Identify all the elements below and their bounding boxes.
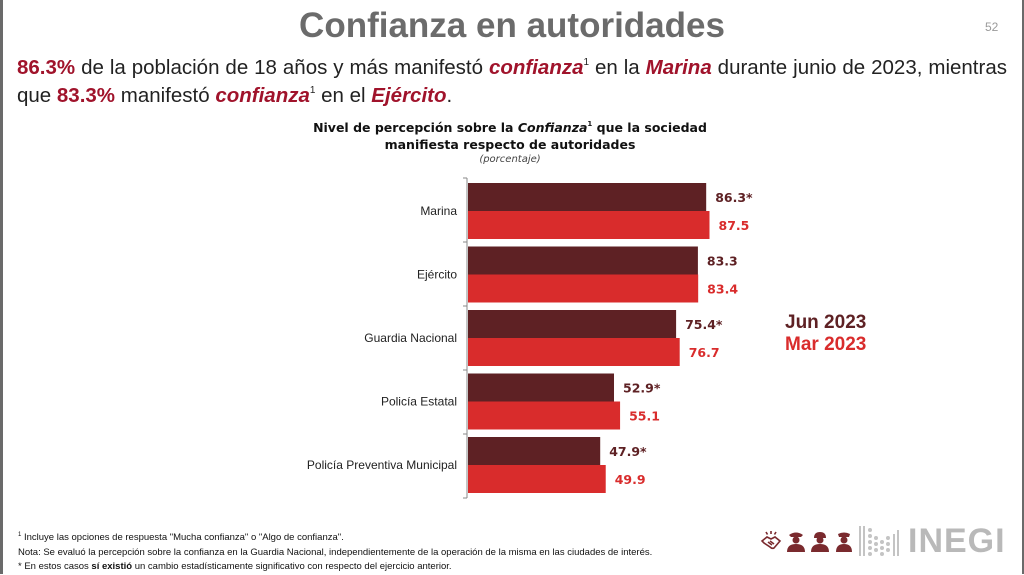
footnote-text: En estos casos bbox=[21, 561, 92, 572]
data-label: 49.9 bbox=[615, 472, 646, 487]
bar-mar-2023 bbox=[468, 401, 621, 430]
category-label: Guardia Nacional bbox=[364, 331, 457, 345]
footnote-bold: sí existió bbox=[91, 561, 133, 572]
entity-ejercito: Ejército bbox=[371, 84, 447, 107]
legend-item-jun-2023: Jun 2023 bbox=[785, 312, 867, 333]
category-label: Policía Estatal bbox=[381, 395, 457, 409]
frame-right-border bbox=[1022, 0, 1024, 574]
footnote-text: Incluye las opciones de respuesta "Mucha… bbox=[21, 532, 344, 543]
chart-subtitle: (porcentaje) bbox=[479, 154, 541, 165]
data-label: 83.4 bbox=[707, 282, 738, 297]
footnote-note: Nota: Se evaluó la percepción sobre la c… bbox=[18, 546, 653, 558]
footnote-mark: 1 bbox=[18, 532, 22, 538]
bar-mar-2023 bbox=[468, 274, 699, 303]
lead-text: manifestó bbox=[115, 84, 216, 107]
chart-title-keyword: Confianza bbox=[517, 120, 588, 135]
legend-item-mar-2023: Mar 2023 bbox=[785, 334, 867, 355]
footnote-ref: 1 bbox=[583, 57, 590, 68]
bar-jun-2023 bbox=[468, 246, 698, 275]
footnote-ref: 1 bbox=[309, 85, 316, 96]
bar-jun-2023 bbox=[468, 310, 677, 338]
bar-mar-2023 bbox=[468, 465, 606, 493]
page-number: 52 bbox=[985, 20, 999, 34]
inegi-logo-text: INEGI bbox=[908, 522, 1006, 560]
police-officer-icon bbox=[787, 532, 805, 552]
marina-percent: 86.3% bbox=[17, 56, 76, 79]
handshake-icon bbox=[760, 531, 782, 550]
footnote-mark: * bbox=[18, 561, 22, 572]
lead-paragraph: 86.3% de la población de 18 años y más m… bbox=[17, 54, 1007, 110]
soldier-icon bbox=[811, 532, 829, 552]
chart-title-text: Nivel de percepción sobre la bbox=[313, 120, 518, 135]
data-label: 76.7 bbox=[689, 345, 720, 360]
footnotes: 1 Incluye las opciones de respuesta "Muc… bbox=[18, 531, 652, 575]
data-label: 55.1 bbox=[629, 409, 660, 424]
bar-mar-2023 bbox=[468, 211, 710, 239]
chart-title-line2: manifiesta respecto de autoridades bbox=[384, 137, 636, 152]
bar-mar-2023 bbox=[468, 338, 680, 366]
keyword-confianza: confianza bbox=[488, 56, 584, 79]
keyword-confianza: confianza bbox=[215, 84, 310, 107]
data-label: 75.4* bbox=[685, 317, 723, 332]
lead-text: de la población de 18 años y más manifes… bbox=[75, 56, 489, 79]
chart-title-text: que la sociedad bbox=[592, 120, 707, 135]
category-label: Ejército bbox=[417, 268, 457, 282]
lead-text: . bbox=[446, 84, 453, 107]
category-label: Marina bbox=[420, 204, 457, 218]
slide-title: Confianza en autoridades bbox=[299, 6, 725, 45]
marine-officer-icon bbox=[836, 532, 852, 552]
bar-jun-2023 bbox=[468, 373, 615, 402]
data-label: 83.3 bbox=[707, 254, 738, 269]
data-label: 86.3* bbox=[715, 190, 753, 205]
category-label: Policía Preventiva Municipal bbox=[307, 458, 457, 472]
lead-text: en el bbox=[315, 84, 372, 107]
chart-title: Nivel de percepción sobre la Confianza1 … bbox=[250, 119, 770, 153]
footnote-text: un cambio estadísticamente significativo… bbox=[132, 561, 452, 572]
footnote-asterisk: * En estos casos sí existió un cambio es… bbox=[18, 560, 652, 575]
frame-left-border bbox=[0, 0, 3, 574]
ejercito-percent: 83.3% bbox=[56, 84, 116, 107]
entity-marina: Marina bbox=[645, 56, 712, 79]
logo-strip: INEGI bbox=[760, 523, 1006, 559]
lead-text: durante junio de 2023, mientras que bbox=[17, 56, 1007, 107]
data-label: 52.9* bbox=[623, 381, 661, 396]
footnote-ref: 1 bbox=[587, 120, 593, 128]
bar-jun-2023 bbox=[468, 183, 707, 211]
inegi-emblem-icon bbox=[859, 526, 899, 556]
data-label: 87.5 bbox=[719, 218, 750, 233]
lead-text: en la bbox=[589, 56, 646, 79]
data-label: 47.9* bbox=[609, 444, 647, 459]
bar-jun-2023 bbox=[468, 437, 601, 465]
footnote-1: 1 Incluye las opciones de respuesta "Muc… bbox=[18, 531, 652, 546]
legend: Jun 2023 Mar 2023 bbox=[785, 312, 866, 356]
